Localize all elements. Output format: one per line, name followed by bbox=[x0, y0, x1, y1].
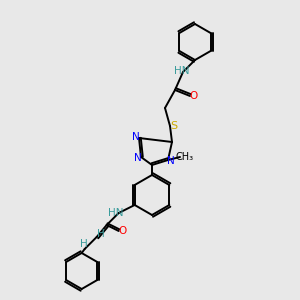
Text: N: N bbox=[132, 132, 140, 142]
Text: O: O bbox=[189, 91, 197, 101]
Text: O: O bbox=[118, 226, 127, 236]
Text: HN: HN bbox=[108, 208, 123, 218]
Text: CH₃: CH₃ bbox=[176, 152, 194, 162]
Text: N: N bbox=[134, 153, 142, 163]
Text: H: H bbox=[80, 239, 88, 249]
Text: HN: HN bbox=[174, 66, 190, 76]
Text: N: N bbox=[167, 156, 175, 166]
Text: S: S bbox=[170, 121, 178, 131]
Text: H: H bbox=[97, 229, 105, 239]
